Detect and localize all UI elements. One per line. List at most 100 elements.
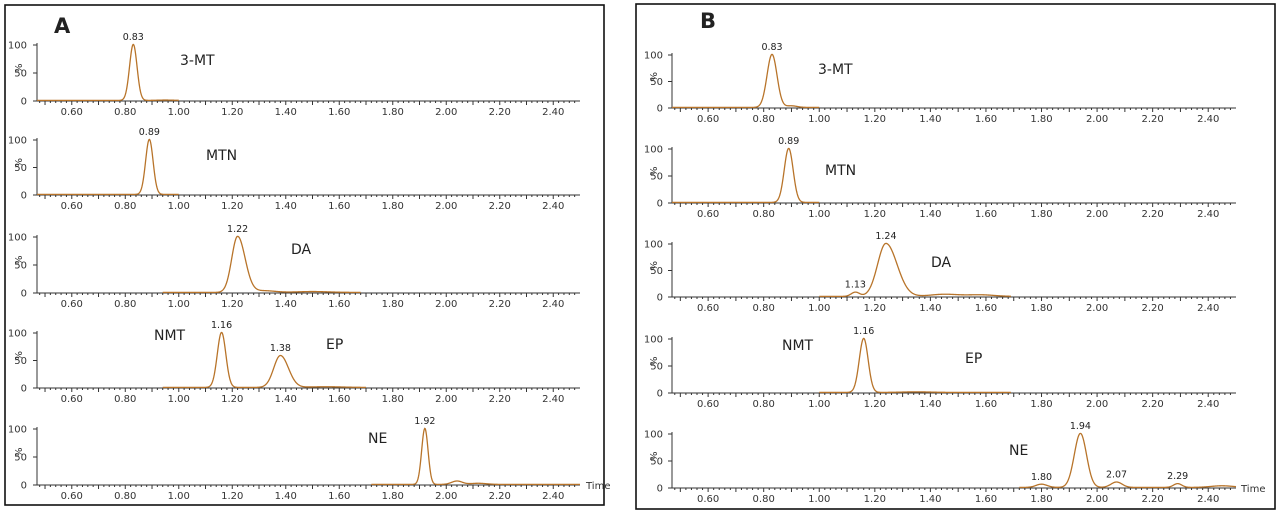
x-tick-label: 0.60 bbox=[61, 201, 83, 212]
compound-label: MTN bbox=[825, 163, 856, 179]
peak-label: 0.89 bbox=[139, 127, 160, 138]
x-tick-label: 1.20 bbox=[221, 299, 243, 310]
x-tick-label: 2.00 bbox=[1086, 209, 1108, 220]
y-axis-label: % bbox=[649, 356, 660, 366]
x-tick-label: 0.60 bbox=[697, 303, 719, 314]
x-tick-label: 1.40 bbox=[275, 107, 297, 118]
y-tick-label: 100 bbox=[644, 430, 663, 441]
x-tick-label: 2.20 bbox=[489, 394, 511, 405]
x-tick-label: 0.80 bbox=[114, 394, 136, 405]
x-tick-label: 1.40 bbox=[275, 491, 297, 502]
chromatogram-trace bbox=[819, 242, 1011, 298]
x-tick-label: 1.00 bbox=[808, 209, 830, 220]
x-tick-label: 0.80 bbox=[753, 494, 775, 505]
x-tick-label: 1.00 bbox=[808, 303, 830, 314]
x-tick-label: 1.00 bbox=[168, 107, 190, 118]
x-tick-label: 2.00 bbox=[435, 107, 457, 118]
y-tick-label: 0 bbox=[21, 97, 27, 108]
x-tick-label: 1.20 bbox=[221, 394, 243, 405]
x-tick-label: 1.80 bbox=[382, 201, 404, 212]
y-tick-label: 50 bbox=[14, 163, 27, 174]
x-tick-label: 2.20 bbox=[1142, 494, 1164, 505]
chromatogram-trace bbox=[162, 331, 367, 389]
x-tick-label: 1.80 bbox=[1030, 303, 1052, 314]
x-tick-label: 2.00 bbox=[1086, 399, 1108, 410]
x-tick-label: 1.20 bbox=[221, 491, 243, 502]
peak-label: 1.92 bbox=[414, 416, 435, 427]
peak-label: 0.83 bbox=[123, 32, 144, 43]
panel-b: B 0 50 100% 0.60 0.80 1.00 1.20 1.40 1.60 1.80 2.00… bbox=[635, 3, 1276, 510]
y-tick-label: 0 bbox=[21, 289, 27, 300]
y-tick-label: 0 bbox=[21, 191, 27, 202]
y-tick-label: 100 bbox=[644, 145, 663, 156]
x-tick-label: 0.80 bbox=[114, 299, 136, 310]
y-axis-label: % bbox=[14, 158, 25, 168]
compound-label: EP bbox=[326, 337, 343, 353]
x-tick-label: 1.20 bbox=[864, 494, 886, 505]
x-tick-label: 1.00 bbox=[168, 491, 190, 502]
x-tick-label: 0.80 bbox=[114, 491, 136, 502]
y-axis-label: % bbox=[14, 447, 25, 457]
x-tick-label: 0.80 bbox=[753, 209, 775, 220]
peak-label: 1.94 bbox=[1070, 421, 1091, 432]
y-axis-label: % bbox=[649, 261, 660, 271]
x-tick-label: 1.60 bbox=[328, 107, 350, 118]
y-axis-label: % bbox=[649, 451, 660, 461]
x-tick-label: 2.40 bbox=[1197, 209, 1219, 220]
x-tick-label: 0.60 bbox=[697, 494, 719, 505]
x-tick-label: 1.60 bbox=[975, 114, 997, 125]
peak-label: 0.83 bbox=[761, 42, 782, 53]
x-tick-label: 1.00 bbox=[168, 394, 190, 405]
x-tick-label: 1.40 bbox=[275, 299, 297, 310]
y-tick-label: 0 bbox=[657, 293, 663, 304]
y-tick-label: 100 bbox=[644, 240, 663, 251]
y-tick-label: 0 bbox=[657, 199, 663, 210]
x-tick-label: 2.40 bbox=[1197, 399, 1219, 410]
x-tick-label: 2.20 bbox=[1142, 209, 1164, 220]
peak-label: 1.16 bbox=[211, 320, 232, 331]
x-tick-label: 2.00 bbox=[435, 394, 457, 405]
compound-label: NMT bbox=[782, 338, 814, 354]
compound-label: 3-MT bbox=[180, 53, 215, 69]
peak-label: 1.80 bbox=[1031, 472, 1052, 483]
x-tick-label: 1.80 bbox=[382, 107, 404, 118]
y-tick-label: 0 bbox=[657, 389, 663, 400]
compound-label: 3-MT bbox=[818, 62, 853, 78]
x-tick-label: 1.40 bbox=[275, 201, 297, 212]
x-tick-label: 1.00 bbox=[808, 399, 830, 410]
x-tick-label: 2.40 bbox=[542, 299, 564, 310]
x-axis-label: Time bbox=[1240, 484, 1265, 495]
x-tick-label: 2.20 bbox=[1142, 303, 1164, 314]
panel-a: A 0 50 100% 0.60 0.80 1.00 1.20 1.40 1.60 1.80 2.00… bbox=[4, 4, 610, 506]
panel-frame bbox=[4, 4, 605, 506]
compound-label: MTN bbox=[206, 148, 237, 164]
x-tick-label: 1.60 bbox=[975, 303, 997, 314]
x-tick-label: 0.80 bbox=[114, 201, 136, 212]
y-tick-label: 50 bbox=[650, 172, 663, 183]
x-tick-label: 1.60 bbox=[328, 394, 350, 405]
compound-label: DA bbox=[291, 242, 312, 258]
x-tick-label: 2.40 bbox=[1197, 114, 1219, 125]
chromatogram-trace bbox=[672, 147, 820, 204]
trace-row: 0 50 100% 0.60 0.80 1.00 1.20 1.40 1.60 1.80 2.00 2… bbox=[8, 127, 580, 212]
x-tick-label: 0.60 bbox=[61, 107, 83, 118]
x-tick-label: 2.40 bbox=[1197, 303, 1219, 314]
panel-frame bbox=[635, 3, 1276, 510]
x-tick-label: 2.20 bbox=[1142, 114, 1164, 125]
x-tick-label: 0.60 bbox=[697, 399, 719, 410]
x-tick-label: 2.00 bbox=[1086, 494, 1108, 505]
x-tick-label: 1.20 bbox=[864, 303, 886, 314]
x-tick-label: 2.20 bbox=[489, 299, 511, 310]
chromatogram-trace bbox=[371, 427, 580, 486]
x-axis-label: Time bbox=[585, 481, 610, 492]
x-tick-label: 1.60 bbox=[975, 399, 997, 410]
y-axis-label: % bbox=[649, 166, 660, 176]
trace-row: 0 50 100% 0.60 0.80 1.00 1.20 1.40 1.60 1.80 2.00 2… bbox=[8, 320, 580, 405]
y-tick-label: 100 bbox=[644, 335, 663, 346]
y-tick-label: 100 bbox=[644, 51, 663, 62]
x-tick-label: 1.60 bbox=[328, 299, 350, 310]
trace-row: 0 50 100% 0.60 0.80 1.00 1.20 1.40 1.60 1.80 2.00 2… bbox=[8, 224, 580, 310]
x-tick-label: 2.40 bbox=[542, 491, 564, 502]
